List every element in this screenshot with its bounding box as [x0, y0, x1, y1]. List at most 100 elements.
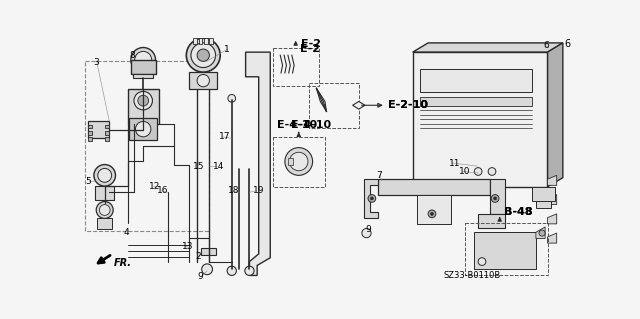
Bar	[133, 74, 153, 78]
Circle shape	[368, 195, 376, 202]
Bar	[413, 52, 547, 187]
Circle shape	[492, 195, 499, 202]
Text: 6: 6	[543, 41, 549, 50]
Text: 8: 8	[129, 51, 135, 60]
Bar	[420, 97, 532, 106]
Circle shape	[488, 168, 496, 175]
Circle shape	[428, 210, 436, 218]
Bar	[193, 38, 197, 44]
Bar	[536, 201, 551, 208]
Text: B-48: B-48	[504, 207, 532, 217]
Bar	[201, 248, 216, 256]
Bar	[204, 38, 208, 44]
Circle shape	[96, 202, 113, 219]
Bar	[88, 137, 92, 141]
Circle shape	[134, 92, 152, 110]
Text: 6: 6	[564, 40, 570, 49]
Bar	[465, 223, 548, 275]
Text: 14: 14	[212, 162, 224, 171]
Circle shape	[289, 152, 308, 171]
Text: 16: 16	[157, 186, 168, 195]
Bar	[288, 158, 292, 165]
Polygon shape	[547, 43, 563, 187]
Text: 3: 3	[93, 58, 99, 67]
Text: E-4-10: E-4-10	[277, 120, 317, 130]
Text: 4: 4	[124, 228, 129, 237]
Circle shape	[245, 266, 254, 275]
Text: 10: 10	[459, 167, 470, 176]
Text: 12: 12	[149, 182, 161, 191]
Bar	[478, 214, 505, 228]
Text: 13: 13	[182, 242, 193, 251]
Text: 5: 5	[86, 177, 91, 186]
Polygon shape	[364, 179, 378, 218]
Polygon shape	[536, 227, 545, 239]
Bar	[88, 122, 109, 138]
Text: B-48: B-48	[504, 207, 532, 217]
Bar	[128, 89, 159, 124]
Polygon shape	[246, 52, 270, 275]
Bar	[209, 38, 213, 44]
Circle shape	[539, 230, 545, 236]
Bar	[490, 179, 505, 214]
Circle shape	[94, 165, 115, 186]
Circle shape	[138, 95, 148, 106]
Text: SZ33-B0110B: SZ33-B0110B	[444, 271, 500, 280]
Circle shape	[135, 51, 152, 68]
Bar	[198, 38, 202, 44]
Text: 18: 18	[228, 186, 239, 195]
Circle shape	[431, 212, 433, 215]
Bar	[88, 131, 92, 135]
Polygon shape	[353, 101, 365, 109]
Text: FR.: FR.	[114, 258, 132, 268]
Bar	[417, 195, 451, 224]
Text: 9: 9	[365, 225, 371, 234]
Bar	[86, 61, 209, 231]
Circle shape	[197, 49, 209, 61]
Polygon shape	[547, 233, 557, 243]
Bar	[131, 60, 156, 74]
Circle shape	[371, 197, 373, 200]
Bar	[106, 137, 109, 141]
Circle shape	[478, 258, 486, 265]
Text: 17: 17	[219, 132, 230, 141]
Text: E-2: E-2	[301, 39, 321, 49]
Circle shape	[228, 94, 236, 102]
Circle shape	[98, 168, 111, 182]
Bar	[106, 124, 109, 128]
Polygon shape	[547, 214, 557, 224]
Text: 19: 19	[253, 186, 264, 195]
Text: 11: 11	[449, 159, 460, 167]
Bar	[378, 179, 490, 195]
Bar	[95, 186, 114, 200]
Circle shape	[362, 228, 371, 238]
Bar	[129, 118, 157, 140]
Text: E-4-10: E-4-10	[291, 120, 331, 130]
Text: E-2-10: E-2-10	[388, 100, 428, 110]
Polygon shape	[413, 43, 563, 52]
Polygon shape	[547, 175, 557, 185]
Bar	[273, 48, 319, 86]
Circle shape	[493, 197, 497, 200]
Circle shape	[131, 48, 156, 72]
Circle shape	[474, 168, 482, 175]
Bar	[106, 131, 109, 135]
Circle shape	[202, 264, 212, 275]
Polygon shape	[547, 195, 557, 204]
Bar	[308, 83, 359, 128]
Circle shape	[191, 43, 216, 68]
Bar	[420, 69, 532, 92]
Text: 1: 1	[224, 45, 230, 54]
Circle shape	[285, 148, 312, 175]
Bar	[532, 187, 555, 201]
Bar	[88, 124, 92, 128]
Bar	[474, 232, 536, 269]
Circle shape	[227, 266, 236, 275]
Circle shape	[99, 204, 110, 215]
Text: 9: 9	[197, 272, 203, 281]
Bar	[97, 219, 113, 229]
Circle shape	[197, 74, 209, 87]
Text: E-2: E-2	[300, 44, 320, 55]
Text: 2: 2	[196, 252, 201, 262]
Text: 15: 15	[193, 162, 205, 171]
